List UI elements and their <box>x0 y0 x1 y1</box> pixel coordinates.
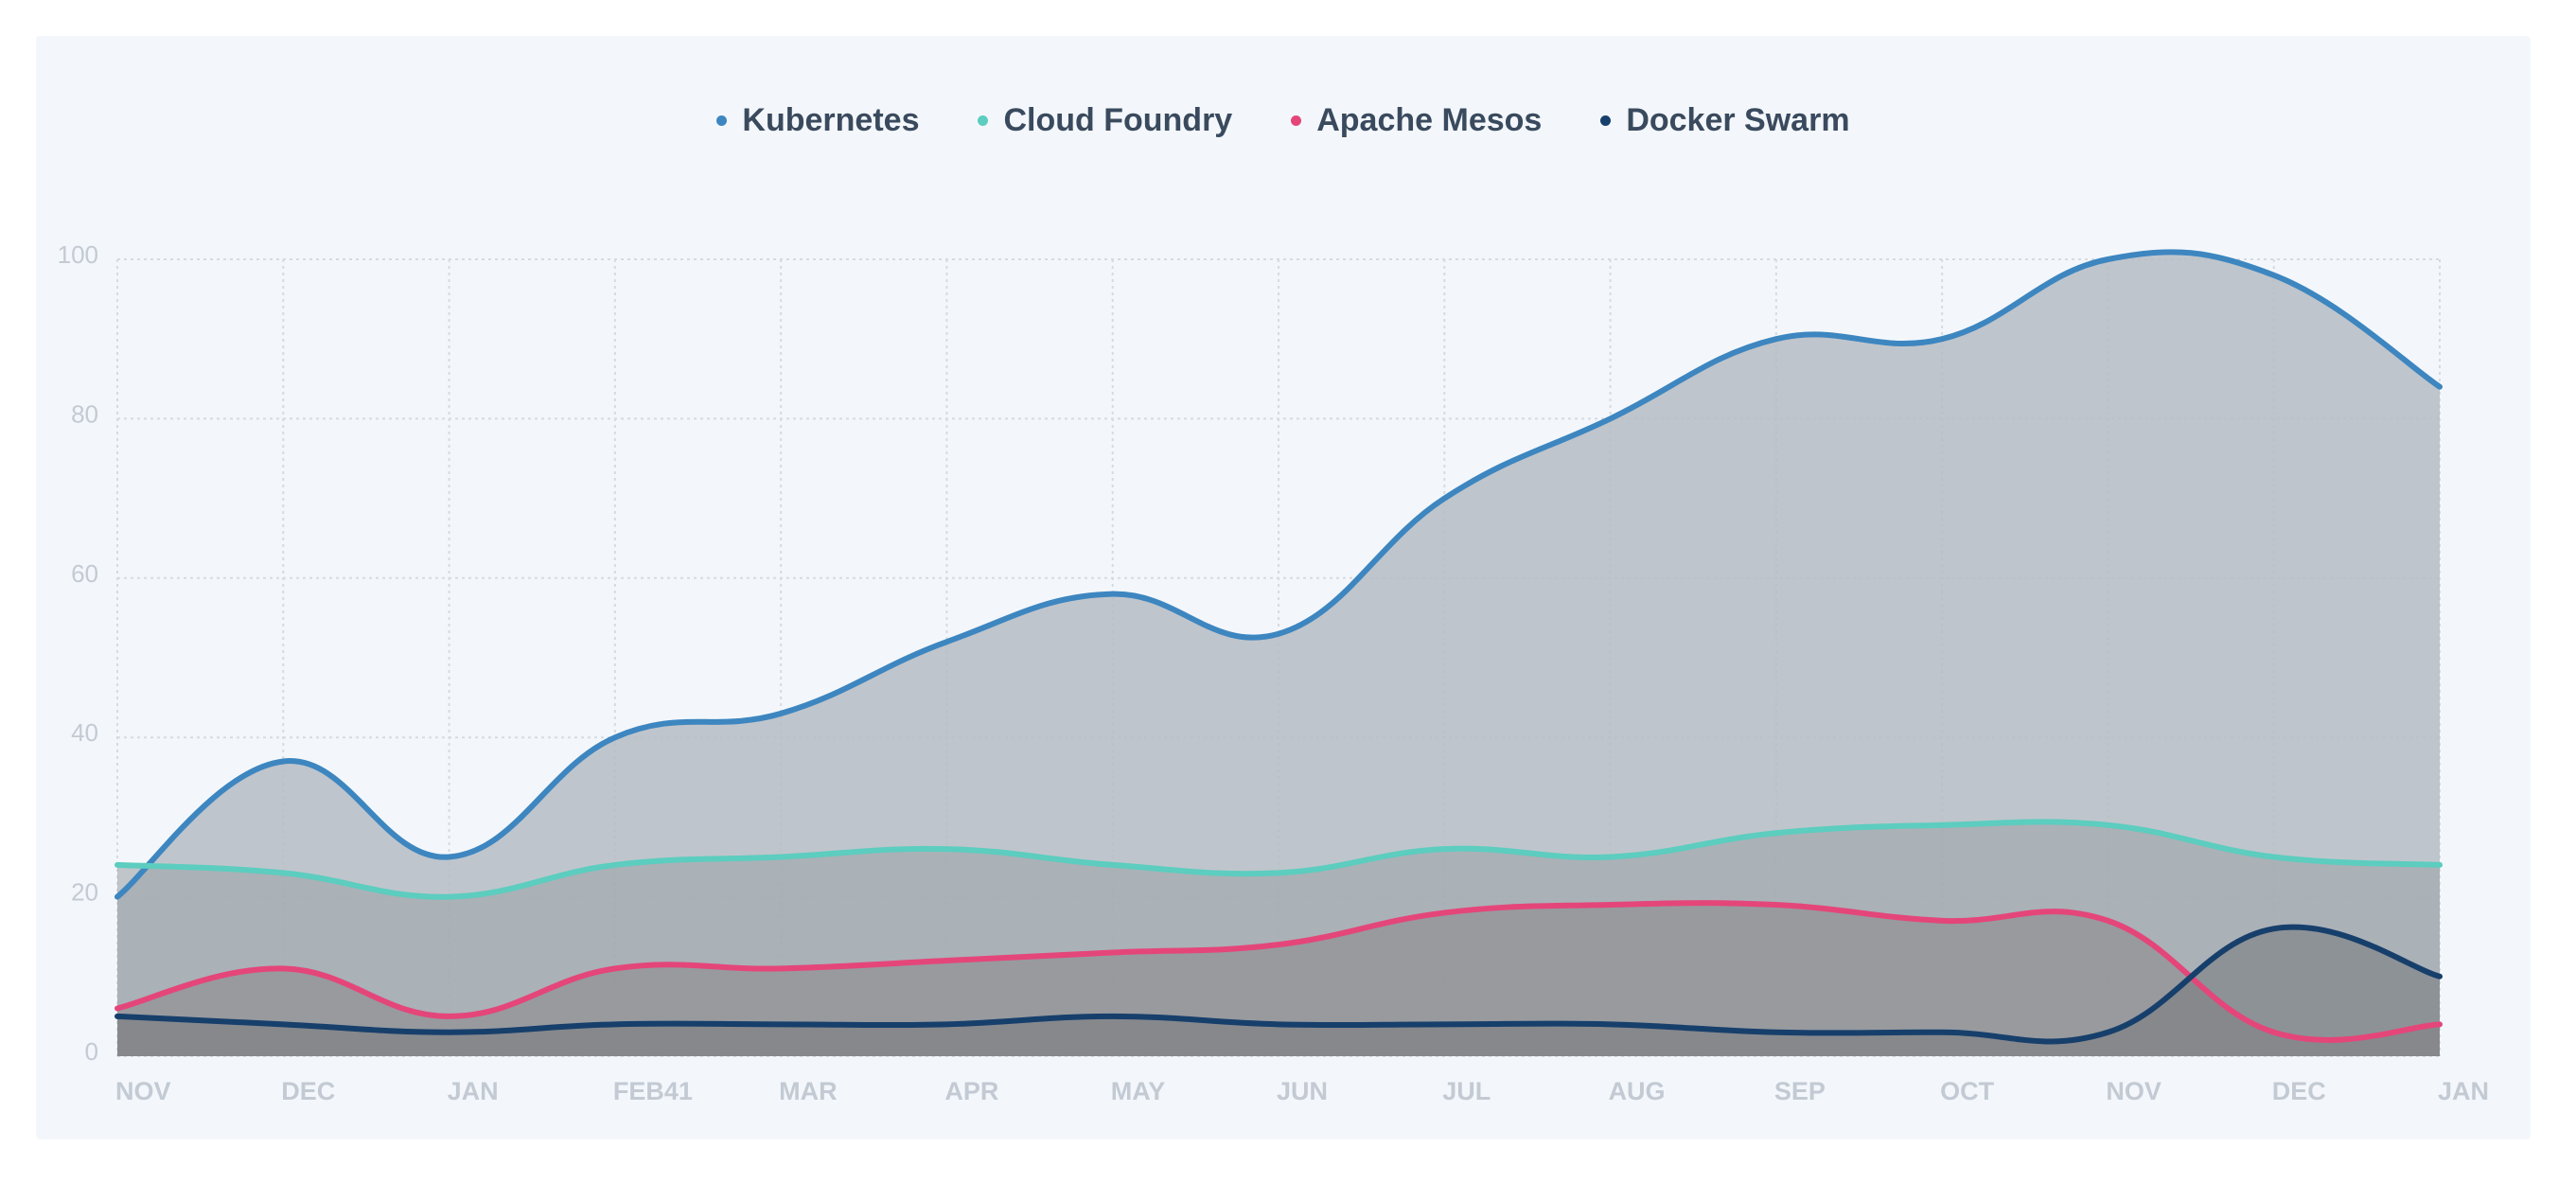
x-tick-label: FEB41 <box>613 1077 693 1105</box>
x-tick-label: MAR <box>779 1077 838 1105</box>
x-tick-label: NOV <box>2106 1077 2161 1105</box>
y-tick-label: 60 <box>71 559 98 588</box>
legend-item-kubernetes[interactable]: Kubernetes <box>716 102 919 139</box>
x-tick-label: APR <box>944 1077 998 1105</box>
line-apache-mesos[interactable] <box>115 900 2443 1043</box>
y-axis-ticks: 0 20 40 60 80 100 <box>58 240 98 1066</box>
x-tick-label: OCT <box>1940 1077 1995 1105</box>
x-tick-label: JAN <box>2438 1077 2489 1105</box>
y-tick-label: 100 <box>58 240 98 269</box>
x-tick-label: DEC <box>281 1077 335 1105</box>
y-tick-label: 80 <box>71 399 98 428</box>
y-tick-label: 0 <box>85 1037 98 1066</box>
legend-dot-icon <box>978 115 989 126</box>
legend-dot-icon <box>716 115 728 126</box>
area-chart: 0 20 40 60 80 100 NOV DEC JAN FEB41 MAR APR MAY JUN J… <box>58 240 2489 1105</box>
x-tick-label: NOV <box>115 1077 171 1105</box>
series-lines <box>115 249 2443 1045</box>
x-tick-label: JAN <box>448 1077 499 1105</box>
legend-label: Cloud Foundry <box>1003 102 1233 138</box>
y-tick-label: 20 <box>71 878 98 907</box>
x-tick-label: JUN <box>1277 1077 1328 1105</box>
x-axis-ticks: NOV DEC JAN FEB41 MAR APR MAY JUN JUL AUG SEP OCT NO… <box>115 1077 2489 1105</box>
legend-item-cloud-foundry[interactable]: Cloud Foundry <box>978 102 1232 139</box>
area-apache-mesos <box>117 903 2440 1056</box>
x-tick-label: DEC <box>2272 1077 2326 1105</box>
legend-label: Docker Swarm <box>1626 102 1850 138</box>
x-tick-label: MAY <box>1111 1077 1166 1105</box>
line-cloud-foundry[interactable] <box>115 819 2443 900</box>
legend-label: Apache Mesos <box>1316 102 1543 138</box>
legend-label: Kubernetes <box>742 102 920 138</box>
line-kubernetes[interactable] <box>115 249 2443 900</box>
legend-dot-icon <box>1291 115 1302 126</box>
chart-legend: Kubernetes Cloud Foundry Apache Mesos Do… <box>36 102 2531 139</box>
x-tick-label: AUG <box>1609 1077 1666 1105</box>
y-tick-label: 40 <box>71 718 98 747</box>
legend-dot-icon <box>1600 115 1612 126</box>
x-tick-label: JUL <box>1442 1077 1491 1105</box>
chart-card: Kubernetes Cloud Foundry Apache Mesos Do… <box>36 36 2531 1139</box>
legend-item-docker-swarm[interactable]: Docker Swarm <box>1600 102 1850 139</box>
legend-item-apache-mesos[interactable]: Apache Mesos <box>1291 102 1542 139</box>
line-docker-swarm[interactable] <box>115 924 2443 1045</box>
x-tick-label: SEP <box>1774 1077 1826 1105</box>
